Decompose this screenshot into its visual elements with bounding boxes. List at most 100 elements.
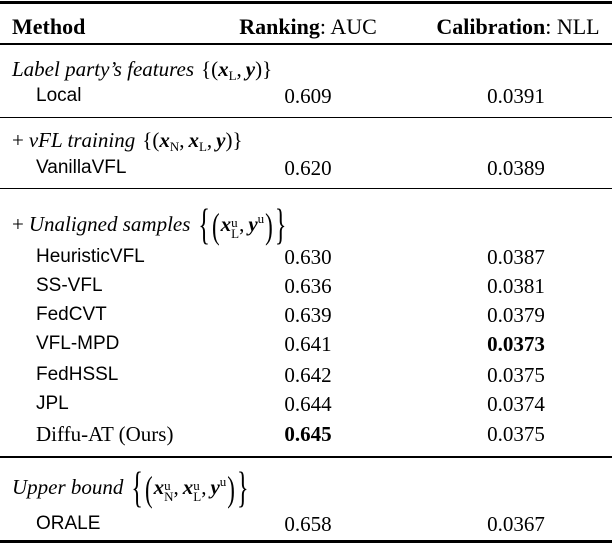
section-4-math: {(x u N, x u L, yu)} xyxy=(130,468,249,511)
method-name: VFL-MPD xyxy=(36,333,120,354)
math-big-left-brace: { xyxy=(131,465,143,513)
section-1-title: Label party’s features xyxy=(12,57,194,81)
method-name: Local xyxy=(36,85,82,106)
plus-sign: + xyxy=(12,212,24,236)
auc-value: 0.658 xyxy=(284,512,332,536)
math-comma: , xyxy=(201,475,207,499)
section-3-math: {(x u L, yu)} xyxy=(197,205,287,248)
math-x-var: x xyxy=(188,128,199,152)
section-2-math: {(xN, xL, y)} xyxy=(142,128,243,154)
nll-value: 0.0375 xyxy=(487,422,545,446)
math-x-var: x xyxy=(182,475,194,499)
math-big-right-brace: } xyxy=(274,202,287,250)
math-big-right-paren: ) xyxy=(227,469,235,509)
nll-value: 0.0389 xyxy=(487,156,545,180)
rule-bottom xyxy=(0,540,612,543)
math-big-left-brace: { xyxy=(198,202,210,250)
math-right-paren: ) xyxy=(225,128,233,152)
method-name: FedCVT xyxy=(36,304,107,325)
math-sub-N: N xyxy=(164,489,174,504)
math-left-paren: ( xyxy=(211,57,219,81)
nll-value: 0.0391 xyxy=(487,84,545,108)
method-name: HeuristicVFL xyxy=(36,246,145,267)
table-row: Local 0.609 0.0391 xyxy=(0,83,612,109)
rule-before-upper-bound xyxy=(0,456,612,458)
math-comma: , xyxy=(173,475,179,499)
nll-value: 0.0375 xyxy=(487,363,545,387)
calibration-metric: : NLL xyxy=(545,14,600,39)
math-y-var: y xyxy=(245,57,256,81)
column-header-calibration-nll: Calibration: NLL xyxy=(426,12,610,42)
table-row: FedHSSL 0.642 0.0375 xyxy=(0,362,612,388)
plus-sign: + xyxy=(12,128,24,152)
nll-value: 0.0374 xyxy=(487,392,545,416)
method-name: SS-VFL xyxy=(36,275,103,296)
math-sub-L: L xyxy=(193,489,202,504)
math-right-paren: ) xyxy=(255,57,263,81)
math-sup-u: u xyxy=(193,478,200,493)
auc-value-best: 0.645 xyxy=(284,422,332,446)
table-row: ORALE 0.658 0.0367 xyxy=(0,511,612,537)
table-row: HeuristicVFL 0.630 0.0387 xyxy=(0,244,612,270)
nll-value: 0.0381 xyxy=(487,274,545,298)
table-row-ours: Diffu-AT (Ours) 0.645 0.0375 xyxy=(0,421,612,447)
section-4-title: Upper bound xyxy=(12,475,124,499)
section-header-label-party-features: Label party’s features {(xL, y)} xyxy=(12,54,272,84)
math-y-var: y xyxy=(248,212,258,236)
math-sub-N: N xyxy=(169,139,180,154)
method-name: FedHSSL xyxy=(36,364,119,385)
math-sup-u: u xyxy=(231,215,238,230)
math-y-var: y xyxy=(210,475,220,499)
section-3-title: Unaligned samples xyxy=(28,212,191,236)
math-x-var: x xyxy=(153,475,165,499)
math-sub-L: L xyxy=(198,139,207,154)
nll-value-best: 0.0373 xyxy=(487,332,545,356)
math-big-right-paren: ) xyxy=(265,206,273,246)
math-x-var: x xyxy=(220,212,232,236)
table-row: VFL-MPD 0.641 0.0373 xyxy=(0,331,612,357)
math-comma: , xyxy=(239,212,245,236)
column-header-ranking-auc: Ranking: AUC xyxy=(223,12,393,42)
method-name-ours: Diffu-AT (Ours) xyxy=(36,422,174,446)
section-2-title: vFL training xyxy=(28,128,136,152)
section-header-unaligned-samples: + Unaligned samples {(x u L, yu)} xyxy=(12,198,287,250)
calibration-label: Calibration xyxy=(436,14,546,39)
auc-value: 0.609 xyxy=(284,84,332,108)
math-comma: , xyxy=(179,128,185,152)
auc-value: 0.630 xyxy=(284,245,332,269)
ranking-label: Ranking xyxy=(239,14,320,39)
math-right-brace: } xyxy=(262,57,273,81)
section-header-vfl-training: + vFL training {(xN, xL, y)} xyxy=(12,125,243,155)
math-y-var: y xyxy=(216,128,226,152)
rule-top xyxy=(0,1,612,4)
rule-under-header xyxy=(0,43,612,45)
rule-after-section-1 xyxy=(0,117,612,119)
nll-value: 0.0367 xyxy=(487,512,545,536)
math-big-left-paren: ( xyxy=(144,469,153,509)
math-big-left-paren: ( xyxy=(211,206,220,246)
math-sub-L: L xyxy=(231,226,240,241)
table-header-row: Method Ranking: AUC Calibration: NLL xyxy=(0,12,612,42)
table-row: JPL 0.644 0.0374 xyxy=(0,391,612,417)
math-comma: , xyxy=(206,128,213,152)
math-big-right-brace: } xyxy=(236,465,249,513)
math-sup-u: u xyxy=(257,211,265,226)
auc-value: 0.642 xyxy=(284,363,332,387)
nll-value: 0.0387 xyxy=(487,245,545,269)
auc-value: 0.620 xyxy=(284,156,332,180)
table-row: VanillaVFL 0.620 0.0389 xyxy=(0,155,612,181)
math-x-var: x xyxy=(218,57,229,81)
method-name: ORALE xyxy=(36,513,101,534)
ranking-metric: : AUC xyxy=(319,14,377,39)
auc-value: 0.636 xyxy=(284,274,332,298)
auc-value: 0.641 xyxy=(284,332,332,356)
math-comma: , xyxy=(236,57,242,81)
rule-after-section-2 xyxy=(0,188,612,190)
math-sup-u: u xyxy=(164,478,171,493)
math-sup-u: u xyxy=(219,474,227,489)
math-right-brace: } xyxy=(232,128,243,152)
math-sub-L: L xyxy=(228,68,237,83)
math-left-brace: { xyxy=(142,128,153,152)
